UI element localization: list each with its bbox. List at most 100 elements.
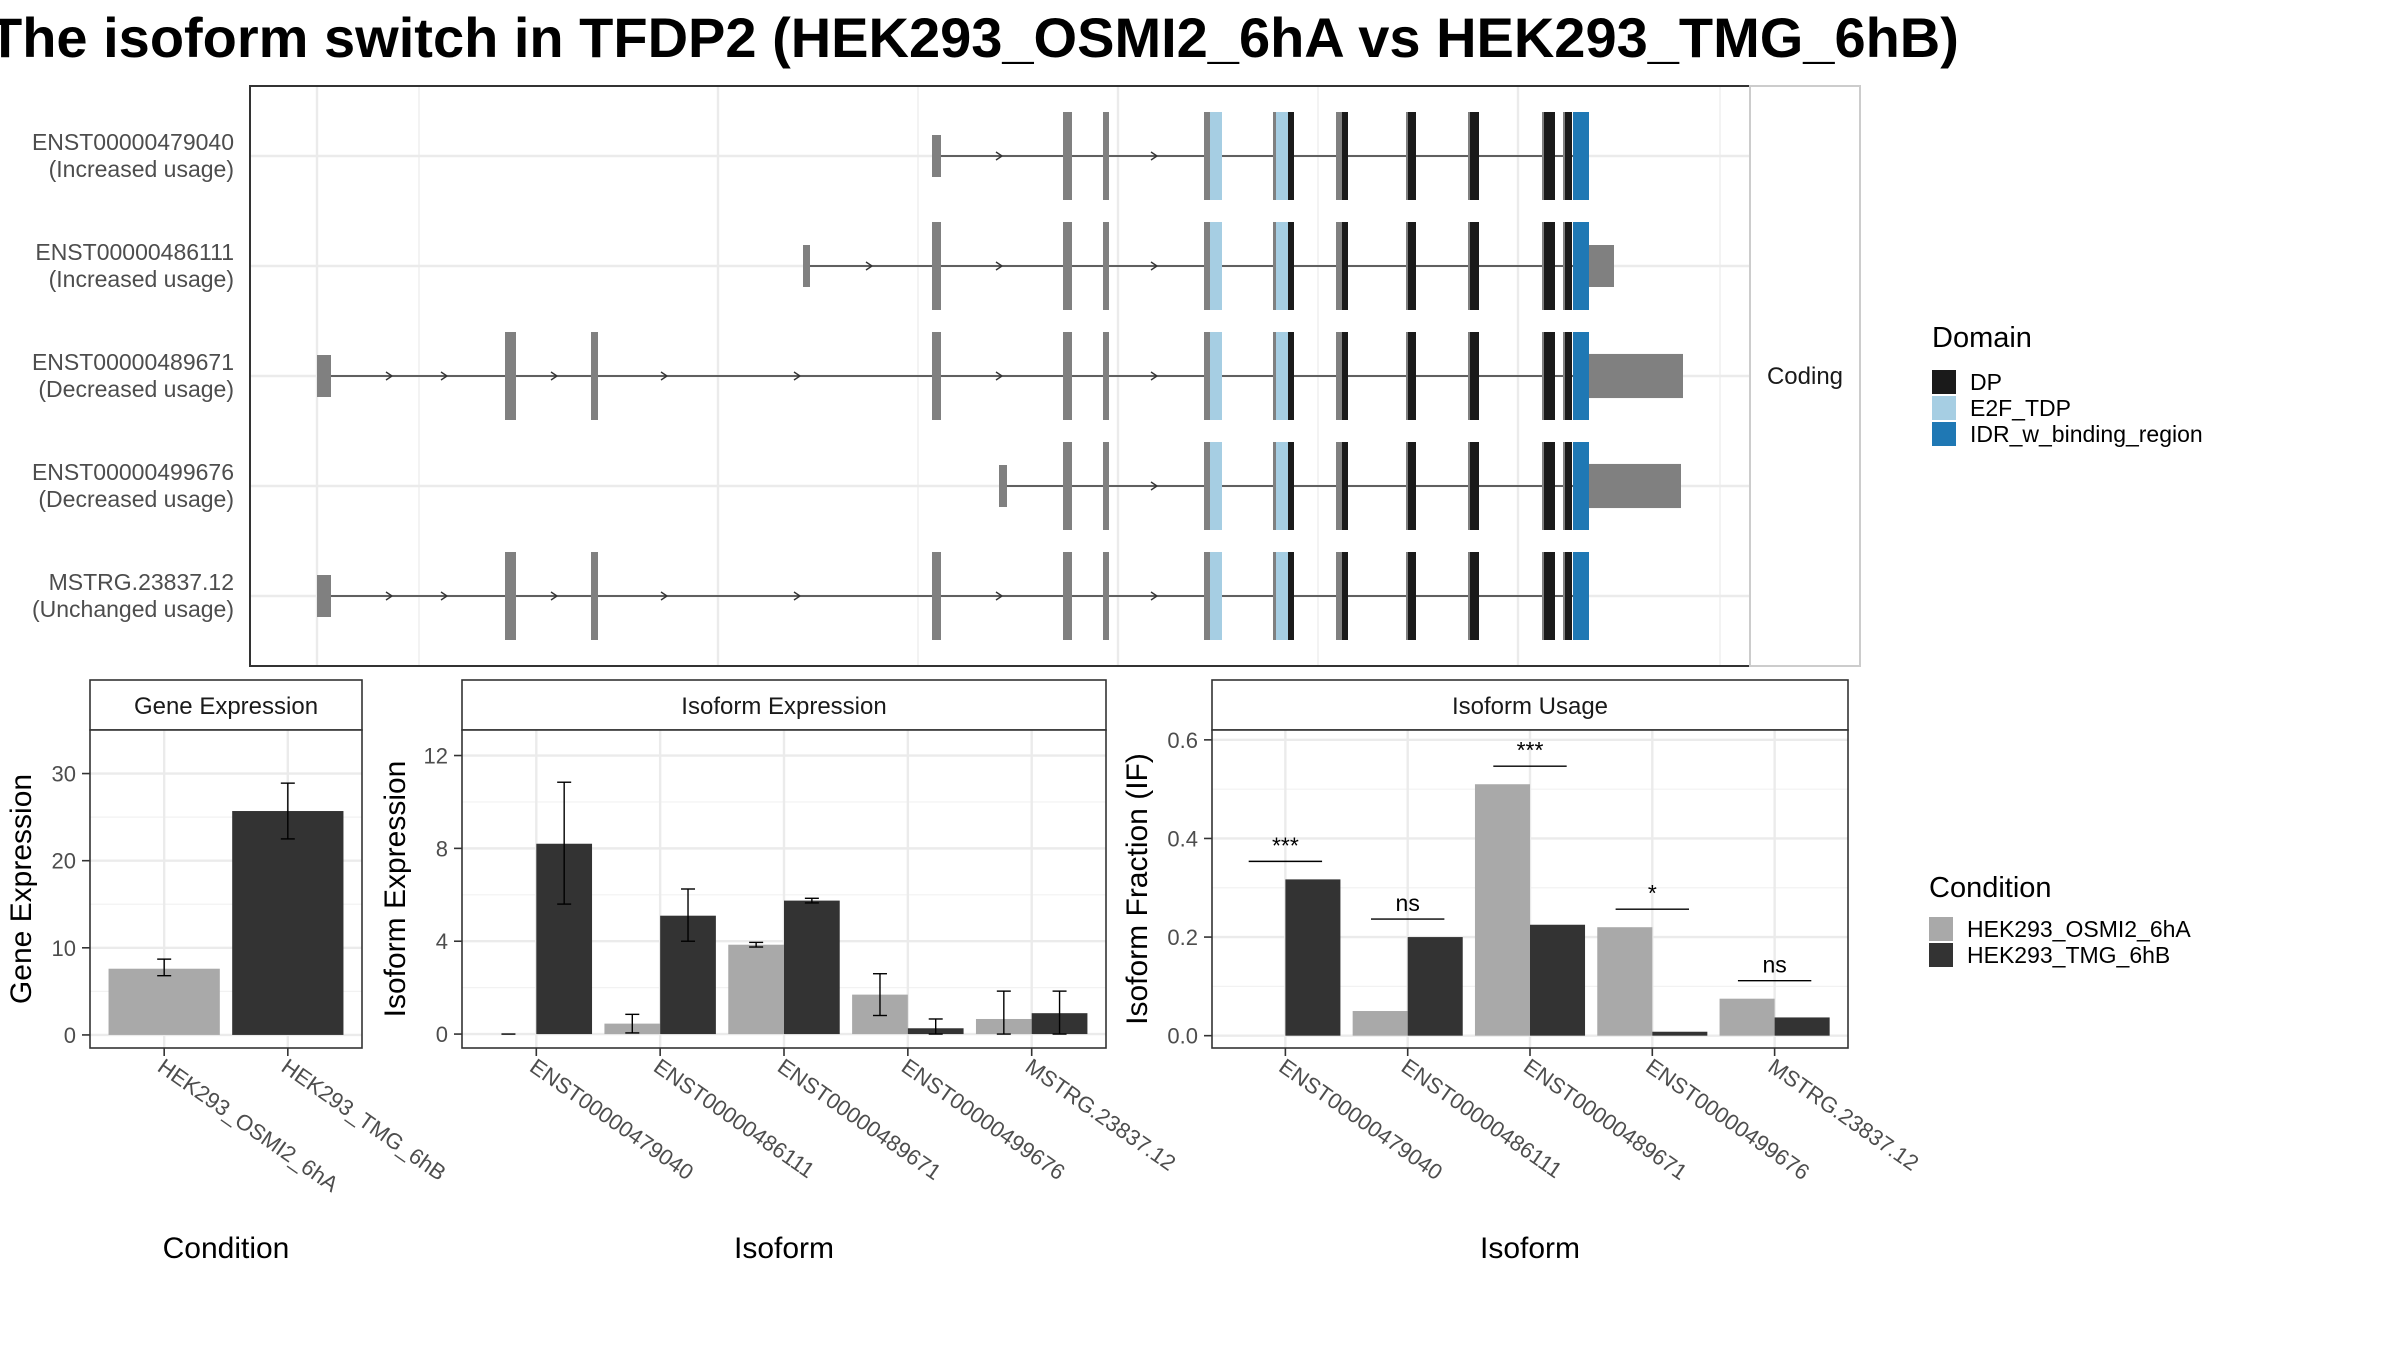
exon (932, 552, 941, 640)
exon (1204, 552, 1212, 640)
exon (999, 465, 1007, 507)
exon (1103, 112, 1109, 200)
y-tick-label: 0.6 (1167, 728, 1198, 753)
exon (1103, 222, 1109, 310)
intron-direction-arrow (793, 371, 802, 381)
exon (1103, 442, 1109, 530)
intron-direction-arrow (385, 591, 394, 601)
domain-dp (1565, 552, 1572, 640)
bar (728, 944, 784, 1035)
isoform-id-label: ENST00000486111 (35, 239, 234, 265)
isoform-track: MSTRG.23837.12(Unchanged usage) (32, 552, 1589, 640)
domain-idr (1573, 112, 1589, 200)
isoform-track: ENST00000499676(Decreased usage) (32, 442, 1681, 530)
bar (1597, 927, 1653, 1036)
exon (1063, 332, 1072, 420)
intron-direction-arrow (1150, 151, 1159, 161)
exon (1063, 222, 1072, 310)
x-axis-title: Condition (163, 1232, 290, 1265)
isoform-structure-panel: ENST00000479040(Increased usage) ENST0000… (32, 85, 1861, 667)
exon (932, 332, 941, 420)
y-tick-label: 0.4 (1167, 826, 1198, 851)
domain-dp (1288, 442, 1294, 530)
exon (932, 135, 941, 177)
legend-swatch (1929, 917, 1953, 941)
domain-e2f-tdp (1276, 112, 1288, 200)
domain-dp (1565, 442, 1572, 530)
isoform-status-label: (Increased usage) (49, 266, 234, 292)
y-tick-label: 0 (436, 1022, 448, 1047)
utr-exon (1580, 463, 1681, 509)
intron-direction-arrow (385, 371, 394, 381)
domain-idr (1573, 222, 1589, 310)
exon (1204, 442, 1212, 530)
domain-dp (1408, 222, 1416, 310)
domain-dp (1544, 552, 1555, 640)
utr-exon (1580, 353, 1683, 399)
intron-direction-arrow (660, 371, 669, 381)
exon (1336, 112, 1344, 200)
exon (1063, 552, 1072, 640)
intron-direction-arrow (1150, 261, 1159, 271)
exon (1103, 332, 1109, 420)
significance-label: * (1648, 880, 1657, 906)
bar (1530, 924, 1586, 1036)
domain-dp (1408, 332, 1416, 420)
intron-direction-arrow (440, 591, 449, 601)
intron-direction-arrow (995, 261, 1004, 271)
domain-dp (1342, 332, 1348, 420)
y-tick-label: 10 (52, 936, 76, 961)
chart-title: The isoform switch in TFDP2 (HEK293_OSMI… (0, 6, 1959, 69)
domain-dp (1565, 222, 1572, 310)
bar (1719, 998, 1775, 1036)
bar (784, 900, 840, 1035)
domain-dp (1544, 442, 1555, 530)
significance-label: *** (1517, 737, 1544, 763)
exon (317, 355, 331, 397)
domain-dp (1470, 552, 1479, 640)
y-tick-label: 20 (52, 849, 76, 874)
legend-swatch (1932, 396, 1956, 420)
isoform-track: ENST00000486111(Increased usage) (35, 222, 1614, 310)
facet-strip-label: Isoform Expression (681, 693, 886, 720)
bar (1652, 1031, 1708, 1036)
legend-label: HEK293_TMG_6hB (1967, 942, 2170, 968)
intron-direction-arrow (1150, 371, 1159, 381)
domain-dp (1470, 222, 1479, 310)
domain-dp (1565, 332, 1572, 420)
legend-label: IDR_w_binding_region (1970, 421, 2203, 447)
y-tick-label: 30 (52, 762, 76, 787)
bar (1407, 937, 1463, 1036)
exon (1336, 332, 1344, 420)
domain-dp (1544, 112, 1555, 200)
isoform-id-label: ENST00000489671 (32, 349, 234, 375)
domain-idr (1573, 332, 1589, 420)
exon (505, 552, 516, 640)
facet-strip-label: Isoform Usage (1452, 693, 1608, 720)
y-tick-label: 8 (436, 836, 448, 861)
panel-border (89, 729, 363, 1049)
bar (1285, 879, 1341, 1036)
isoform-status-label: (Decreased usage) (38, 486, 234, 512)
exon (1103, 552, 1109, 640)
exon (1063, 112, 1072, 200)
exon (317, 575, 331, 617)
domain-dp (1342, 552, 1348, 640)
domain-dp (1544, 332, 1555, 420)
y-tick-label: 0 (64, 1023, 76, 1048)
domain-e2f-tdp (1210, 442, 1222, 530)
domain-e2f-tdp (1276, 442, 1288, 530)
bar (1474, 784, 1530, 1036)
isoform-usage-chart: Isoform Usage***ns****ns0.00.20.40.6ENST… (1121, 679, 1923, 1265)
isoform-track: ENST00000479040(Increased usage) (32, 112, 1589, 200)
y-tick-label: 12 (424, 744, 448, 769)
domain-e2f-tdp (1210, 112, 1222, 200)
exon (1336, 552, 1344, 640)
domain-e2f-tdp (1210, 552, 1222, 640)
domain-dp (1288, 332, 1294, 420)
domain-dp (1342, 222, 1348, 310)
domain-dp (1565, 112, 1572, 200)
isoform-status-label: (Unchanged usage) (32, 596, 234, 622)
legend-title: Domain (1932, 322, 2032, 354)
